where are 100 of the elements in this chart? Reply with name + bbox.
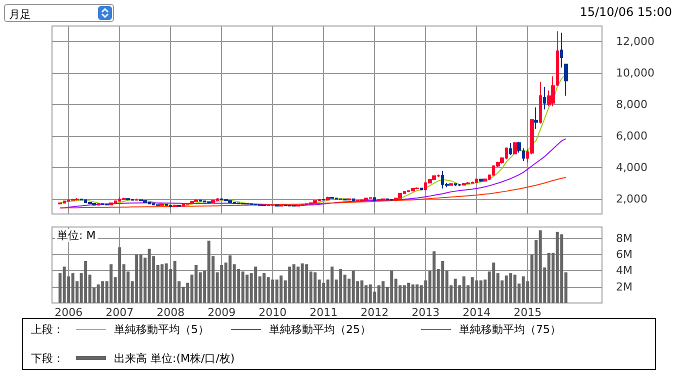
bar (173, 260, 176, 303)
bar (118, 247, 122, 303)
candlestick (556, 30, 559, 86)
y-tick-label: 2,000 (616, 192, 648, 206)
candlestick (411, 188, 415, 192)
bar (360, 280, 364, 303)
bar (407, 282, 410, 303)
candlestick (109, 202, 113, 206)
bar (266, 277, 270, 303)
candlestick (92, 202, 96, 206)
bar (522, 276, 525, 303)
bar (160, 264, 164, 303)
bar (352, 270, 355, 303)
bar (271, 280, 274, 303)
bar (382, 281, 385, 303)
bar (164, 263, 168, 303)
candlestick (475, 178, 478, 184)
bar (280, 276, 283, 303)
candlestick (122, 197, 126, 200)
x-tick-label: 2015 (514, 306, 542, 319)
candlestick (377, 198, 381, 202)
candlestick (390, 198, 393, 202)
candlestick (330, 196, 334, 200)
bar (148, 248, 151, 303)
x-tick-label: 2011 (310, 306, 338, 319)
bar (292, 264, 296, 303)
y-axis-title: 単位: M (57, 229, 96, 242)
x-tick-label: 2006 (54, 306, 83, 319)
x-tick-label: 2013 (412, 306, 440, 319)
candlestick (483, 178, 487, 182)
candlestick (386, 198, 389, 201)
candlestick (415, 186, 419, 190)
x-tick-label: 2014 (462, 306, 491, 319)
candlestick (534, 106, 538, 130)
candlestick (199, 199, 202, 202)
x-tick-label: 2012 (360, 306, 389, 319)
bar (135, 254, 138, 303)
candlestick (398, 192, 402, 200)
candlestick (177, 204, 181, 208)
y-tick-label: 12,000 (616, 35, 654, 48)
candlestick (135, 198, 138, 201)
bar (194, 265, 198, 303)
legend-label: 単純移動平均（75） (459, 322, 561, 336)
candlestick (165, 204, 168, 206)
candlestick (173, 204, 177, 208)
bar (390, 270, 394, 303)
candlestick (156, 204, 160, 206)
x-tick-label: 2008 (156, 306, 185, 319)
legend-title: 下段： (31, 350, 64, 366)
bar (441, 260, 444, 303)
candlestick (228, 200, 232, 204)
candlestick (160, 203, 164, 206)
bar (479, 280, 482, 303)
bar (470, 277, 474, 303)
candlestick (373, 196, 376, 202)
candlestick (105, 203, 109, 206)
bar (288, 266, 292, 303)
bar (411, 284, 414, 303)
candlestick (564, 63, 568, 96)
candlestick (560, 32, 563, 68)
y-tick-label: 6,000 (616, 130, 648, 143)
bar (228, 255, 232, 303)
candlestick (194, 198, 198, 202)
y-tick-label: 8M (616, 232, 632, 245)
bar (330, 266, 334, 303)
candlestick (326, 196, 330, 201)
candlestick (75, 198, 79, 201)
candlestick (126, 198, 130, 200)
bar (538, 230, 542, 303)
bar (462, 276, 466, 303)
candlestick (88, 201, 92, 205)
x-tick-label: 2010 (258, 306, 287, 319)
candlestick (479, 178, 483, 182)
bar (314, 272, 317, 303)
legend-label: 単純移動平均（25） (269, 322, 371, 336)
candlestick (58, 202, 62, 205)
bar (71, 273, 74, 303)
y-tick-label: 4M (616, 264, 632, 278)
dropdown-field: 月足 (4, 4, 114, 22)
candlestick (97, 202, 100, 206)
bar (368, 284, 372, 303)
candlestick (449, 182, 453, 186)
candlestick (454, 182, 457, 186)
bar (300, 263, 304, 303)
candlestick (143, 200, 147, 204)
candlestick (309, 202, 313, 205)
candlestick (462, 182, 466, 186)
candlestick (139, 198, 143, 202)
x-tick-label: 2009 (208, 306, 236, 319)
candlestick (352, 198, 355, 202)
candlestick (551, 76, 555, 107)
line-series (60, 177, 566, 208)
y-tick-label: 8,000 (616, 98, 648, 112)
candlestick (279, 204, 283, 207)
candlestick (509, 142, 512, 156)
bar (62, 266, 66, 303)
legend-title: 上段： (31, 322, 64, 336)
candlestick (458, 183, 461, 186)
bar (475, 280, 478, 303)
bar (432, 251, 436, 303)
